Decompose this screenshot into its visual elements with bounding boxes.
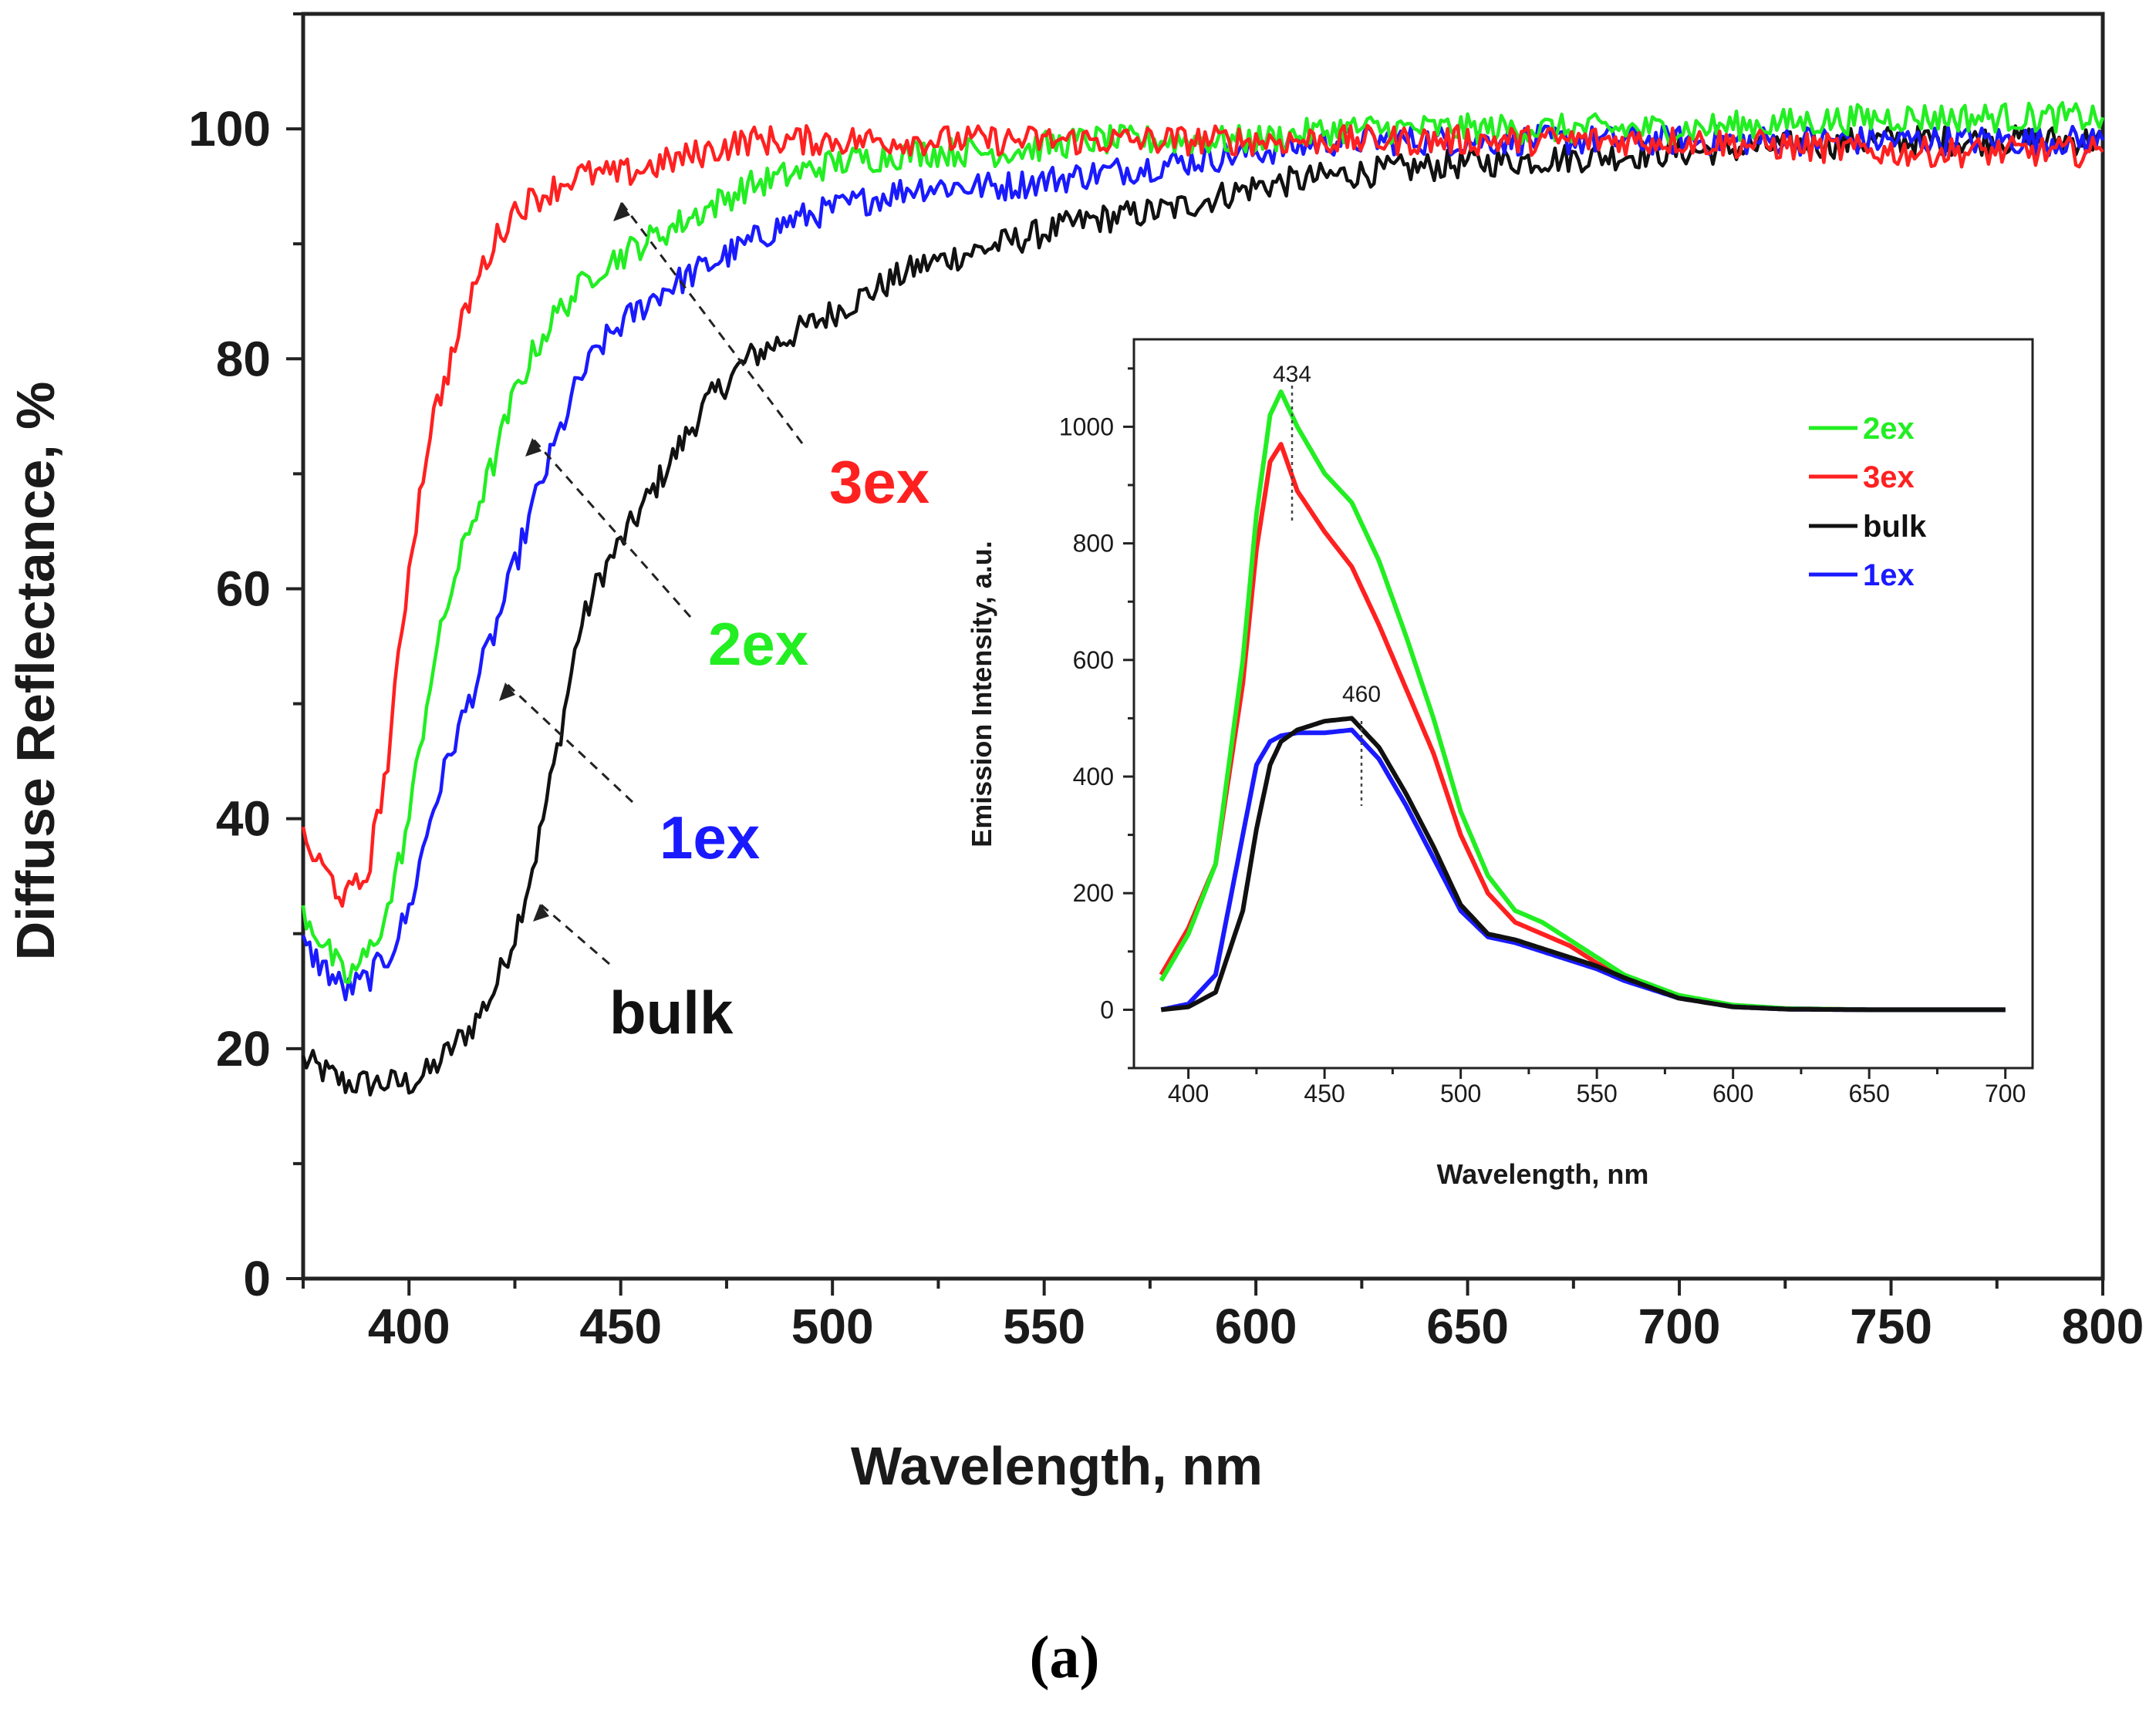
inset-x-ticks: 400 450 500 550 600 650 700 <box>1168 1068 2026 1107</box>
inset-chart: 400 450 500 550 600 650 700 02004006008001000 … <box>966 338 2034 1190</box>
panel-label: (a) <box>1030 1623 1100 1690</box>
inset-y-tick-label: 1000 <box>1059 413 1114 440</box>
arrow-2ex <box>531 437 692 618</box>
inset-series-group <box>1159 389 2006 1013</box>
main-x-ticks: 400 450 500 550 600 650 700 750 800 <box>302 1279 2144 1354</box>
main-x-tick-label: 750 <box>1850 1299 1932 1354</box>
main-x-tick-label: 500 <box>791 1299 874 1354</box>
inset-x-tick-label: 600 <box>1712 1080 1753 1107</box>
label-2ex: 2ex <box>708 610 808 678</box>
peak-460-label: 460 <box>1342 682 1381 707</box>
inset-x-tick-label: 500 <box>1440 1080 1481 1107</box>
inset-x-axis-title: Wavelength, nm <box>1437 1158 1649 1190</box>
main-y-tick-label: 40 <box>216 791 271 847</box>
main-x-tick-label: 600 <box>1215 1299 1297 1354</box>
main-series-2ex <box>301 100 2105 984</box>
main-x-tick-label: 450 <box>579 1299 662 1354</box>
main-y-ticks: 0 20 40 60 80 100 <box>188 12 303 1306</box>
main-y-tick-label: 0 <box>243 1251 271 1306</box>
arrow-1ex <box>504 681 634 804</box>
legend-label-1ex: 1ex <box>1863 558 1915 592</box>
main-x-tick-label: 700 <box>1638 1299 1721 1354</box>
main-x-tick-label: 400 <box>368 1299 450 1354</box>
main-x-tick-label: 800 <box>2062 1299 2144 1354</box>
label-3ex: 3ex <box>829 448 930 516</box>
main-y-tick-label: 60 <box>216 561 271 616</box>
arrowhead-bulk <box>533 904 549 922</box>
inset-series-bulk <box>1160 716 2006 1013</box>
main-x-tick-label: 550 <box>1003 1299 1085 1354</box>
arrowhead-2ex <box>525 438 542 457</box>
inset-x-tick-label: 650 <box>1848 1080 1889 1107</box>
inset-x-tick-label: 450 <box>1304 1080 1345 1107</box>
inset-plot-frame <box>1132 338 2034 1070</box>
main-x-axis-title: Wavelength, nm <box>851 1436 1263 1496</box>
legend-label-bulk: bulk <box>1863 510 1927 544</box>
inset-y-tick-label: 0 <box>1100 996 1114 1023</box>
inset-x-tick-label: 700 <box>1985 1080 2026 1107</box>
legend-label-2ex: 2ex <box>1863 412 1915 446</box>
main-y-tick-label: 80 <box>216 331 271 386</box>
main-y-axis-title: Diffuse Reflectance, % <box>5 382 66 961</box>
main-arrows <box>499 201 804 966</box>
arrowhead-3ex <box>613 202 630 221</box>
label-bulk: bulk <box>609 979 734 1046</box>
arrowhead-1ex <box>499 682 515 701</box>
inset-y-tick-label: 400 <box>1073 763 1114 790</box>
inset-background <box>1134 339 2033 1110</box>
inset-y-ticks: 0 200 400 600 800 1000 <box>1059 367 1134 1070</box>
main-series-group <box>301 100 2105 1097</box>
inset-legend: 2ex 3ex bulk 1ex <box>1809 412 1927 592</box>
inset-y-tick-label: 200 <box>1073 879 1114 907</box>
main-series-3ex <box>301 123 2104 908</box>
main-y-tick-label: 100 <box>188 101 271 157</box>
legend-label-3ex: 3ex <box>1863 460 1915 494</box>
main-x-tick-label: 650 <box>1426 1299 1509 1354</box>
inset-x-tick-label: 550 <box>1576 1080 1617 1107</box>
inset-y-axis-title: Emission Intensity, a.u. <box>966 541 997 847</box>
inset-y-tick-label: 800 <box>1073 530 1114 558</box>
inset-y-tick-label: 600 <box>1073 646 1114 674</box>
inset-x-tick-label: 400 <box>1168 1080 1209 1107</box>
peak-434-label: 434 <box>1273 362 1311 387</box>
arrow-3ex <box>619 201 804 444</box>
main-chart: 400 450 500 550 600 650 700 750 800 0 20 40 60 80 100… <box>5 12 2144 1496</box>
main-plot-frame <box>301 12 2105 1281</box>
main-y-tick-label: 20 <box>216 1021 271 1077</box>
label-1ex: 1ex <box>660 804 760 871</box>
